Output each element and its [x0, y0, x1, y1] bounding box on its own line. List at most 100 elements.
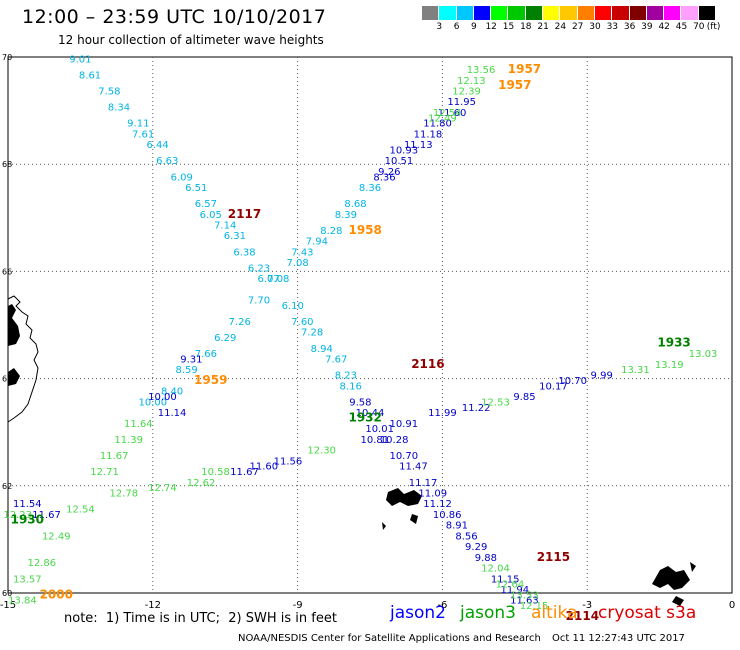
colorbar-swatch: [422, 6, 440, 20]
colorbar-swatch: [698, 6, 717, 20]
wave-height-value: 11.94: [500, 585, 529, 596]
colorbar-label: 33: [606, 22, 619, 32]
wave-height-value: 6.23: [248, 263, 270, 274]
pass-time-label: 2116: [411, 357, 444, 371]
wave-height-value: 12.15: [520, 601, 549, 612]
wave-height-value: 12.78: [110, 489, 139, 500]
colorbar-swatch: [646, 6, 665, 20]
wave-height-value: 10.93: [389, 145, 418, 156]
wave-height-value: 8.68: [344, 199, 366, 210]
chart-title: 12:00 – 23:59 UTC 10/10/2017: [22, 6, 327, 28]
wave-height-value: 11.95: [447, 97, 476, 108]
legend-jason3: jason3: [460, 603, 516, 623]
wave-height-value: 11.60: [438, 108, 467, 119]
colorbar-label: 12: [485, 22, 497, 32]
wave-height-value: 13.84: [8, 596, 37, 607]
wave-height-value: 11.13: [404, 140, 433, 151]
x-tick-label: -15: [0, 600, 16, 611]
wave-height-value: 7.08: [286, 258, 308, 269]
wave-height-value: 11.67: [100, 451, 129, 462]
colorbar-label: 39: [641, 22, 653, 32]
pass-time-label: 1930: [11, 512, 44, 526]
shetland-islands: [652, 562, 696, 606]
wave-height-value: 11.18: [414, 129, 443, 140]
wave-height-value: 6.29: [214, 333, 236, 344]
colorbar-label: 3: [436, 22, 443, 32]
wave-height-value: 9.01: [69, 54, 91, 65]
wave-height-value: 8.40: [161, 387, 183, 398]
wave-height-value: 13.53: [510, 590, 539, 601]
wave-height-value: 13.03: [689, 349, 718, 360]
colorbar-label: 42: [658, 22, 670, 32]
wave-height-value: 11.56: [274, 456, 303, 467]
faroe-islands: [382, 488, 422, 530]
wave-height-value: 11.67: [230, 467, 259, 478]
colorbar-swatch: [629, 6, 647, 20]
wave-height-value: 7.26: [229, 317, 251, 328]
credit-line: NOAA/NESDIS Center for Satellite Applica…: [238, 633, 541, 644]
wave-height-value: 11.15: [491, 574, 520, 585]
chart-subtitle: 12 hour collection of altimeter wave hei…: [58, 33, 324, 47]
wave-height-value: 8.56: [455, 531, 477, 542]
pass-time-label: 1957: [508, 62, 541, 76]
wave-height-value: 13.56: [467, 65, 496, 76]
pass-time-label: 2114: [566, 609, 599, 623]
wave-height-value: 10.91: [389, 419, 418, 430]
colorbar-label: 24: [554, 22, 567, 32]
wave-height-value: 13.57: [13, 574, 42, 585]
wave-height-value: 8.39: [335, 210, 357, 221]
footnote: note: 1) Time is in UTC; 2) SWH is in fe…: [64, 611, 337, 626]
wave-height-value: 11.54: [13, 499, 42, 510]
wave-height-value: 10.44: [356, 408, 385, 419]
wave-height-value: 11.60: [249, 462, 278, 473]
wave-height-value: 7.66: [195, 349, 217, 360]
wave-height-value: 12.71: [90, 467, 119, 478]
pass-time-label: 1958: [348, 223, 381, 237]
wave-height-value: 7.67: [325, 355, 347, 366]
wave-height-value: 6.57: [195, 199, 217, 210]
colorbar-swatch: [439, 6, 457, 20]
pass-time-label: 2115: [537, 550, 570, 564]
wave-height-value: 9.29: [465, 542, 487, 553]
wave-height-value: 12.62: [187, 478, 216, 489]
wave-height-value: 11.39: [114, 435, 143, 446]
wave-height-value: 8.61: [79, 70, 101, 81]
wave-height-value: 6.31: [224, 231, 246, 242]
wave-height-value: 7.61: [132, 129, 154, 140]
colorbar-label: 6: [453, 22, 460, 32]
colorbar-label: 45: [675, 22, 688, 32]
timestamp: Oct 11 12:27:43 UTC 2017: [552, 633, 685, 644]
wave-height-value: 12.04: [481, 564, 510, 575]
plot-axes: -15 -12 -9 -6 -3 0 70 68 66 64 62 60: [0, 53, 735, 611]
wave-height-value: 12.54: [66, 505, 95, 516]
wave-height-value: 8.91: [446, 521, 468, 532]
wave-height-value: 6.63: [156, 156, 178, 167]
wave-height-value: 12.49: [42, 531, 71, 542]
wave-height-value: 7.70: [248, 296, 270, 307]
colorbar-labels: (ft) 3 6 9 12 15 18 21 24 27 30 33 36 39 42 45 70: [422, 22, 740, 36]
wave-height-value: 6.05: [200, 210, 222, 221]
wave-height-value: 11.67: [32, 510, 61, 521]
wave-height-value: 9.58: [349, 397, 371, 408]
wave-height-value: 8.16: [340, 381, 362, 392]
wave-height-value: 10.01: [365, 424, 394, 435]
wave-height-value: 7.08: [267, 274, 289, 285]
colorbar-swatch: [577, 6, 595, 20]
colorbar-label: 21: [537, 22, 549, 32]
wave-height-value: 8.59: [175, 365, 197, 376]
wave-height-value: 12.23: [3, 510, 32, 521]
wave-height-value: 12.53: [481, 397, 510, 408]
wave-height-value: 11.17: [409, 478, 438, 489]
wave-height-value: 12.54: [433, 108, 462, 119]
colorbar-label: 70: [693, 22, 705, 32]
wave-height-value: 12.86: [27, 558, 56, 569]
wave-height-values: 9.01 8.61 7.58 8.34 9.117.616.44 6.63 6.096.51…: [3, 54, 717, 612]
plot-frame: [7, 56, 733, 594]
y-tick-label: 62: [2, 482, 12, 491]
x-tick-label: -9: [293, 600, 303, 611]
wave-height-value: 8.36: [359, 183, 381, 194]
wave-height-value: 8.94: [311, 344, 333, 355]
colorbar-label: 27: [571, 22, 584, 32]
wave-height-value: 9.99: [591, 371, 613, 382]
